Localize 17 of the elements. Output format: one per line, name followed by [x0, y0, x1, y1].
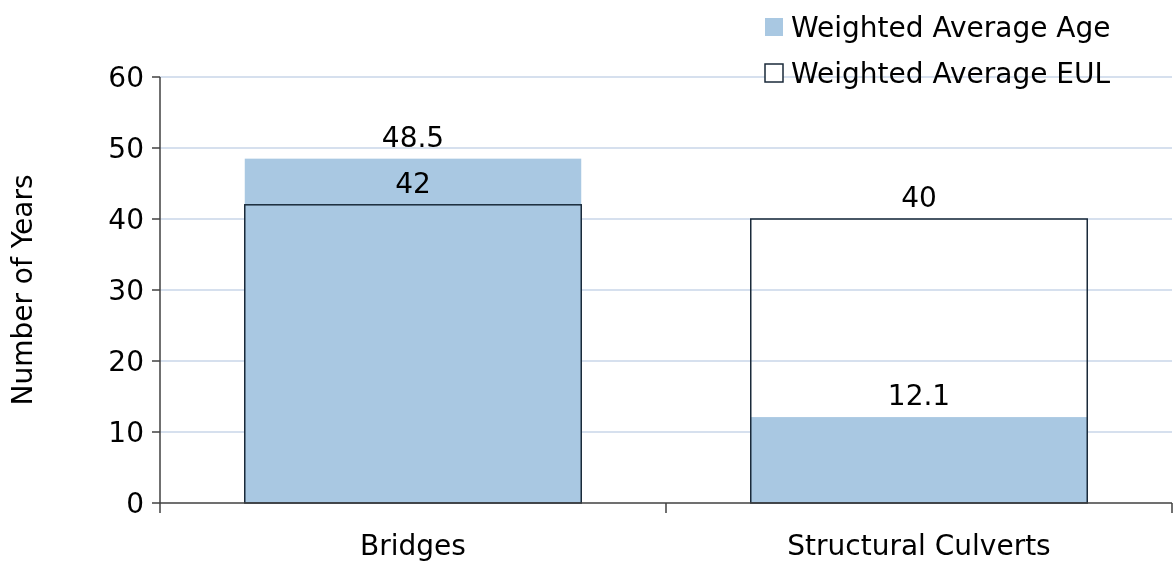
data-label: 40 — [901, 181, 937, 214]
y-tick-label: 30 — [108, 273, 144, 307]
y-tick-label: 20 — [108, 344, 144, 378]
legend-label: Weighted Average Age — [791, 10, 1111, 44]
y-tick-label: 50 — [108, 131, 144, 165]
x-tick-label: Bridges — [360, 529, 466, 562]
bar — [750, 417, 1088, 503]
data-label: 12.1 — [887, 379, 951, 413]
data-label: 42 — [395, 166, 431, 200]
y-axis-title: Number of Years — [6, 174, 39, 406]
legend-label: Weighted Average EUL — [791, 56, 1111, 90]
y-tick-label: 60 — [108, 60, 144, 94]
data-label: 48.5 — [381, 120, 445, 154]
y-tick-label: 10 — [108, 415, 144, 449]
x-tick-label: Structural Culverts — [787, 529, 1051, 562]
y-tick-label: 0 — [126, 486, 144, 520]
y-tick-label: 40 — [108, 202, 144, 236]
